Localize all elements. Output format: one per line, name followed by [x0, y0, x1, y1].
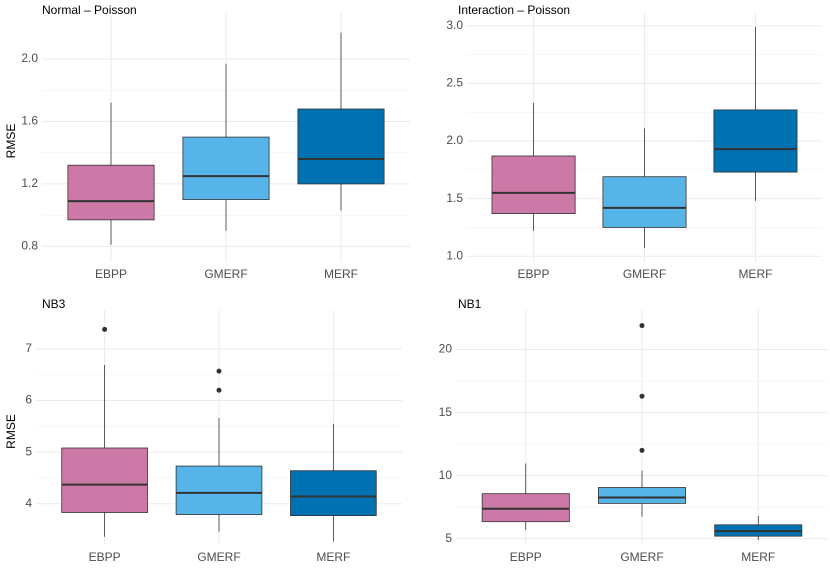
x-tick-label: MERF — [741, 550, 775, 564]
box — [481, 493, 570, 523]
y-tick-label: 1.5 — [446, 191, 463, 205]
x-tick-label: GMERF — [204, 267, 247, 281]
y-tick-label: 1.2 — [21, 176, 38, 190]
outlier — [102, 326, 108, 332]
outlier — [639, 447, 645, 453]
panel-title: NB3 — [42, 297, 66, 311]
panel-title: NB1 — [458, 297, 482, 311]
box — [491, 155, 576, 215]
y-tick-label: 15 — [439, 405, 453, 419]
y-tick-label: 4 — [25, 496, 32, 510]
box — [713, 109, 798, 173]
box — [67, 164, 155, 221]
x-tick-label: MERF — [324, 267, 358, 281]
y-axis-label: RMSE — [4, 414, 18, 449]
x-tick-label: EBPP — [95, 267, 127, 281]
y-tick-label: 6 — [25, 393, 32, 407]
y-axis-label: RMSE — [4, 124, 18, 159]
y-tick-label: 1.0 — [446, 248, 463, 262]
box — [297, 108, 385, 185]
y-tick-label: 5 — [445, 531, 452, 545]
panel-title: Interaction – Poisson — [458, 3, 570, 17]
box — [175, 465, 263, 515]
x-tick-label: MERF — [738, 267, 772, 281]
y-tick-label: 5 — [25, 444, 32, 458]
y-tick-label: 7 — [25, 341, 32, 355]
box — [602, 176, 687, 228]
outlier — [216, 368, 222, 374]
y-tick-label: 2.0 — [446, 133, 463, 147]
x-tick-label: EBPP — [518, 267, 550, 281]
y-tick-label: 2.5 — [446, 76, 463, 90]
panel-title: Normal – Poisson — [42, 3, 137, 17]
x-tick-label: MERF — [316, 550, 350, 564]
y-tick-label: 10 — [439, 468, 453, 482]
y-tick-label: 1.6 — [21, 114, 38, 128]
box — [182, 136, 270, 200]
x-tick-label: GMERF — [623, 267, 666, 281]
y-tick-label: 0.8 — [21, 239, 38, 253]
outlier — [639, 393, 645, 399]
box — [290, 470, 377, 516]
box — [598, 487, 686, 504]
outlier — [216, 387, 222, 393]
y-tick-label: 20 — [439, 342, 453, 356]
y-tick-label: 2.0 — [21, 51, 38, 65]
x-tick-label: EBPP — [89, 550, 121, 564]
outlier — [639, 323, 645, 329]
x-tick-label: GMERF — [620, 550, 663, 564]
x-tick-label: GMERF — [197, 550, 240, 564]
box — [61, 447, 148, 513]
x-tick-label: EBPP — [510, 550, 542, 564]
y-tick-label: 3.0 — [446, 18, 463, 32]
